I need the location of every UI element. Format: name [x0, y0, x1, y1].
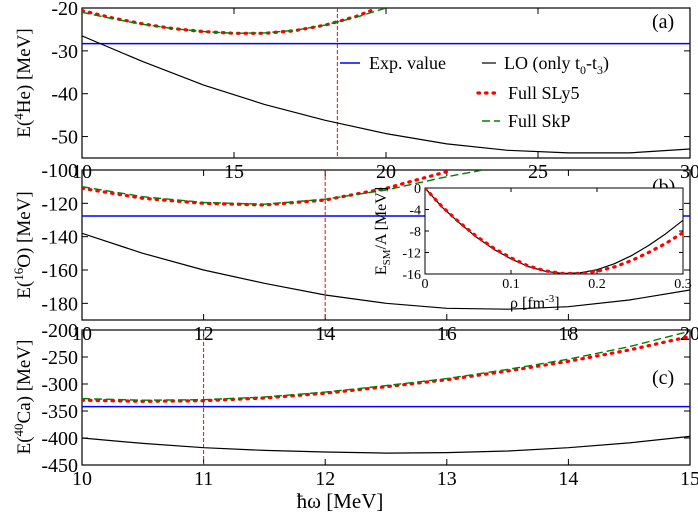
y-tick-label: -140 [41, 227, 78, 249]
y-tick-label: -12 [402, 247, 421, 262]
x-tick-label: 0.3 [674, 277, 692, 292]
inset-ticks: 0 0.1 0.2 0.3 -16 -12 -8 -4 0 [402, 182, 691, 292]
x-tick-label: 10 [72, 468, 92, 490]
x-tick-label: 15 [224, 161, 244, 183]
inset-frame [424, 187, 684, 275]
panel-c-series [82, 330, 690, 465]
legend-sly5-label: Full SLy5 [508, 83, 580, 103]
panel-c-frame [81, 329, 691, 466]
x-tick-label: 15 [680, 468, 698, 490]
y-tick-label: -200 [41, 320, 78, 342]
inset-xlabel: ρ [fm-3] [510, 293, 560, 312]
inset-ylabel: ESM/A [MeV] [373, 187, 393, 275]
y-tick-label: -16 [402, 268, 421, 283]
panel-c-ticks: 10 11 12 13 14 15 -450 -400 -350 -300 -250 -200 [41, 320, 698, 490]
series-line [82, 435, 690, 454]
x-tick-label: 20 [376, 161, 396, 183]
x-tick-label: 30 [680, 161, 698, 183]
panel-a-ylabel: E(4He) [MeV] [11, 28, 35, 137]
y-tick-label: -250 [41, 347, 78, 369]
series-line [82, 334, 690, 403]
y-tick-label: -450 [41, 455, 78, 477]
series-line [82, 170, 449, 207]
y-tick-label: -400 [41, 428, 78, 450]
inset-plot: 0 0.1 0.2 0.3 -16 -12 -8 -4 0 ESM/A [MeV] ρ [fm-… [373, 182, 692, 312]
x-tick-label: 25 [528, 161, 548, 183]
x-tick-label: 20 [680, 323, 698, 345]
y-tick-label: -50 [51, 127, 78, 149]
legend-lo-label: LO (only t0-t3) [504, 53, 609, 77]
panel-a: 10 15 20 25 30-50-40-30-20 (a) E(4He) [MeV] … [11, 0, 698, 183]
panel-a-ticks: 10 15 20 25 30-50-40-30-20 [51, 0, 698, 183]
x-tick-label: 0.2 [588, 277, 606, 292]
series-line [82, 35, 690, 154]
y-tick-label: -300 [41, 374, 78, 396]
panel-a-frame [81, 7, 691, 159]
series-line [82, 9, 373, 35]
series-line [82, 330, 690, 401]
y-tick-label: -350 [41, 401, 78, 423]
y-tick-label: -160 [41, 260, 78, 282]
x-tick-label: 12 [315, 468, 335, 490]
x-tick-label: 11 [194, 468, 213, 490]
series-line [425, 188, 683, 274]
x-tick-label: 0.1 [502, 277, 520, 292]
x-axis-label: ħω [MeV] [297, 489, 384, 513]
y-tick-label: -180 [41, 293, 78, 315]
y-tick-label: -40 [51, 84, 78, 106]
y-tick-label: -30 [51, 41, 78, 63]
panel-c: 10 11 12 13 14 15 -450 -400 -350 -300 -250 -200 (c)… [11, 320, 698, 513]
y-tick-label: 0 [414, 182, 421, 197]
panel-b-ticks: 10 12 14 16 18 20-180-160-140-120-100 [41, 160, 698, 345]
y-tick-label: -120 [41, 193, 78, 215]
panel-b: 10 12 14 16 18 20-180-160-140-120-100 (b) E(1… [11, 160, 698, 345]
legend: Exp. value LO (only t0-t3) Full SLy5 Ful… [340, 53, 609, 131]
legend-skp-label: Full SkP [508, 111, 571, 131]
series-line [82, 232, 690, 310]
panel-a-series [82, 8, 690, 158]
panel-c-ylabel: E(40Ca) [MeV] [11, 340, 35, 455]
y-tick-label: -8 [409, 225, 421, 240]
panel-b-frame [81, 169, 691, 321]
panel-a-label: (a) [652, 11, 674, 33]
panel-b-ylabel: E(16O) [MeV] [11, 191, 35, 298]
x-tick-label: 0 [422, 277, 429, 292]
x-tick-label: 13 [437, 468, 457, 490]
y-tick-label: -100 [41, 160, 78, 182]
inset-series [425, 188, 683, 274]
series-line [82, 8, 387, 34]
panel-c-label: (c) [652, 367, 674, 389]
y-tick-label: -4 [409, 204, 421, 219]
y-tick-label: -20 [51, 0, 78, 20]
x-tick-label: 14 [558, 468, 578, 490]
legend-exp-label: Exp. value [369, 53, 446, 73]
